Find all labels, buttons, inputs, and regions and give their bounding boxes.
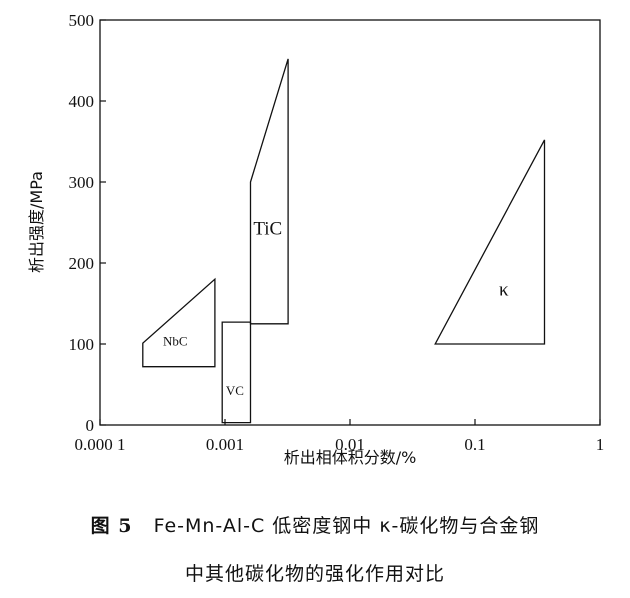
caption-line-2: 中其他碳化物的强化作用对比 xyxy=(184,563,445,585)
y-tick-label: 400 xyxy=(69,92,95,111)
y-axis: 0 100 200 300 400 500 xyxy=(69,11,106,435)
region-kappa xyxy=(434,139,546,345)
region-label: NbC xyxy=(163,334,188,349)
region-label: VC xyxy=(226,383,244,398)
y-tick-label: 200 xyxy=(69,254,95,273)
y-tick-label: 500 xyxy=(69,11,95,30)
x-tick-label: 0.001 xyxy=(206,435,244,454)
figure-caption: 图 5 Fe-Mn-Al-C 低密度钢中 κ-碳化物与合金钢 xyxy=(0,511,630,538)
region-tic xyxy=(249,58,289,325)
plot-frame xyxy=(99,19,601,426)
x-axis-title: 析出相体积分数/% xyxy=(284,448,417,467)
y-tick-label: 100 xyxy=(69,335,95,354)
x-tick-label: 0.01 xyxy=(335,435,365,454)
region-nbc xyxy=(142,277,216,368)
regions-layer: NbC VC TiC κ xyxy=(142,58,546,424)
y-axis-title: 析出强度/MPa xyxy=(27,171,46,273)
x-tick-label: 1 xyxy=(596,435,605,454)
x-tick-label: 0.1 xyxy=(464,435,485,454)
y-tick-label: 0 xyxy=(86,416,95,435)
x-axis: 0.000 1 0.001 0.01 0.1 1 xyxy=(75,419,605,454)
region-label: κ xyxy=(499,279,509,300)
region-vc xyxy=(221,321,252,424)
region-label: TiC xyxy=(253,219,282,240)
x-tick-label: 0.000 1 xyxy=(75,435,126,454)
y-tick-label: 300 xyxy=(69,173,95,192)
caption-line-1: Fe-Mn-Al-C 低密度钢中 κ-碳化物与合金钢 xyxy=(153,515,540,537)
figure-number: 图 5 xyxy=(90,515,133,537)
precipitation-strength-chart: NbC VC TiC κ 0.000 1 0.001 0.01 0.1 1 0 100 200 30… xyxy=(27,11,605,467)
figure-caption-line-2: 中其他碳化物的强化作用对比 xyxy=(0,559,630,586)
